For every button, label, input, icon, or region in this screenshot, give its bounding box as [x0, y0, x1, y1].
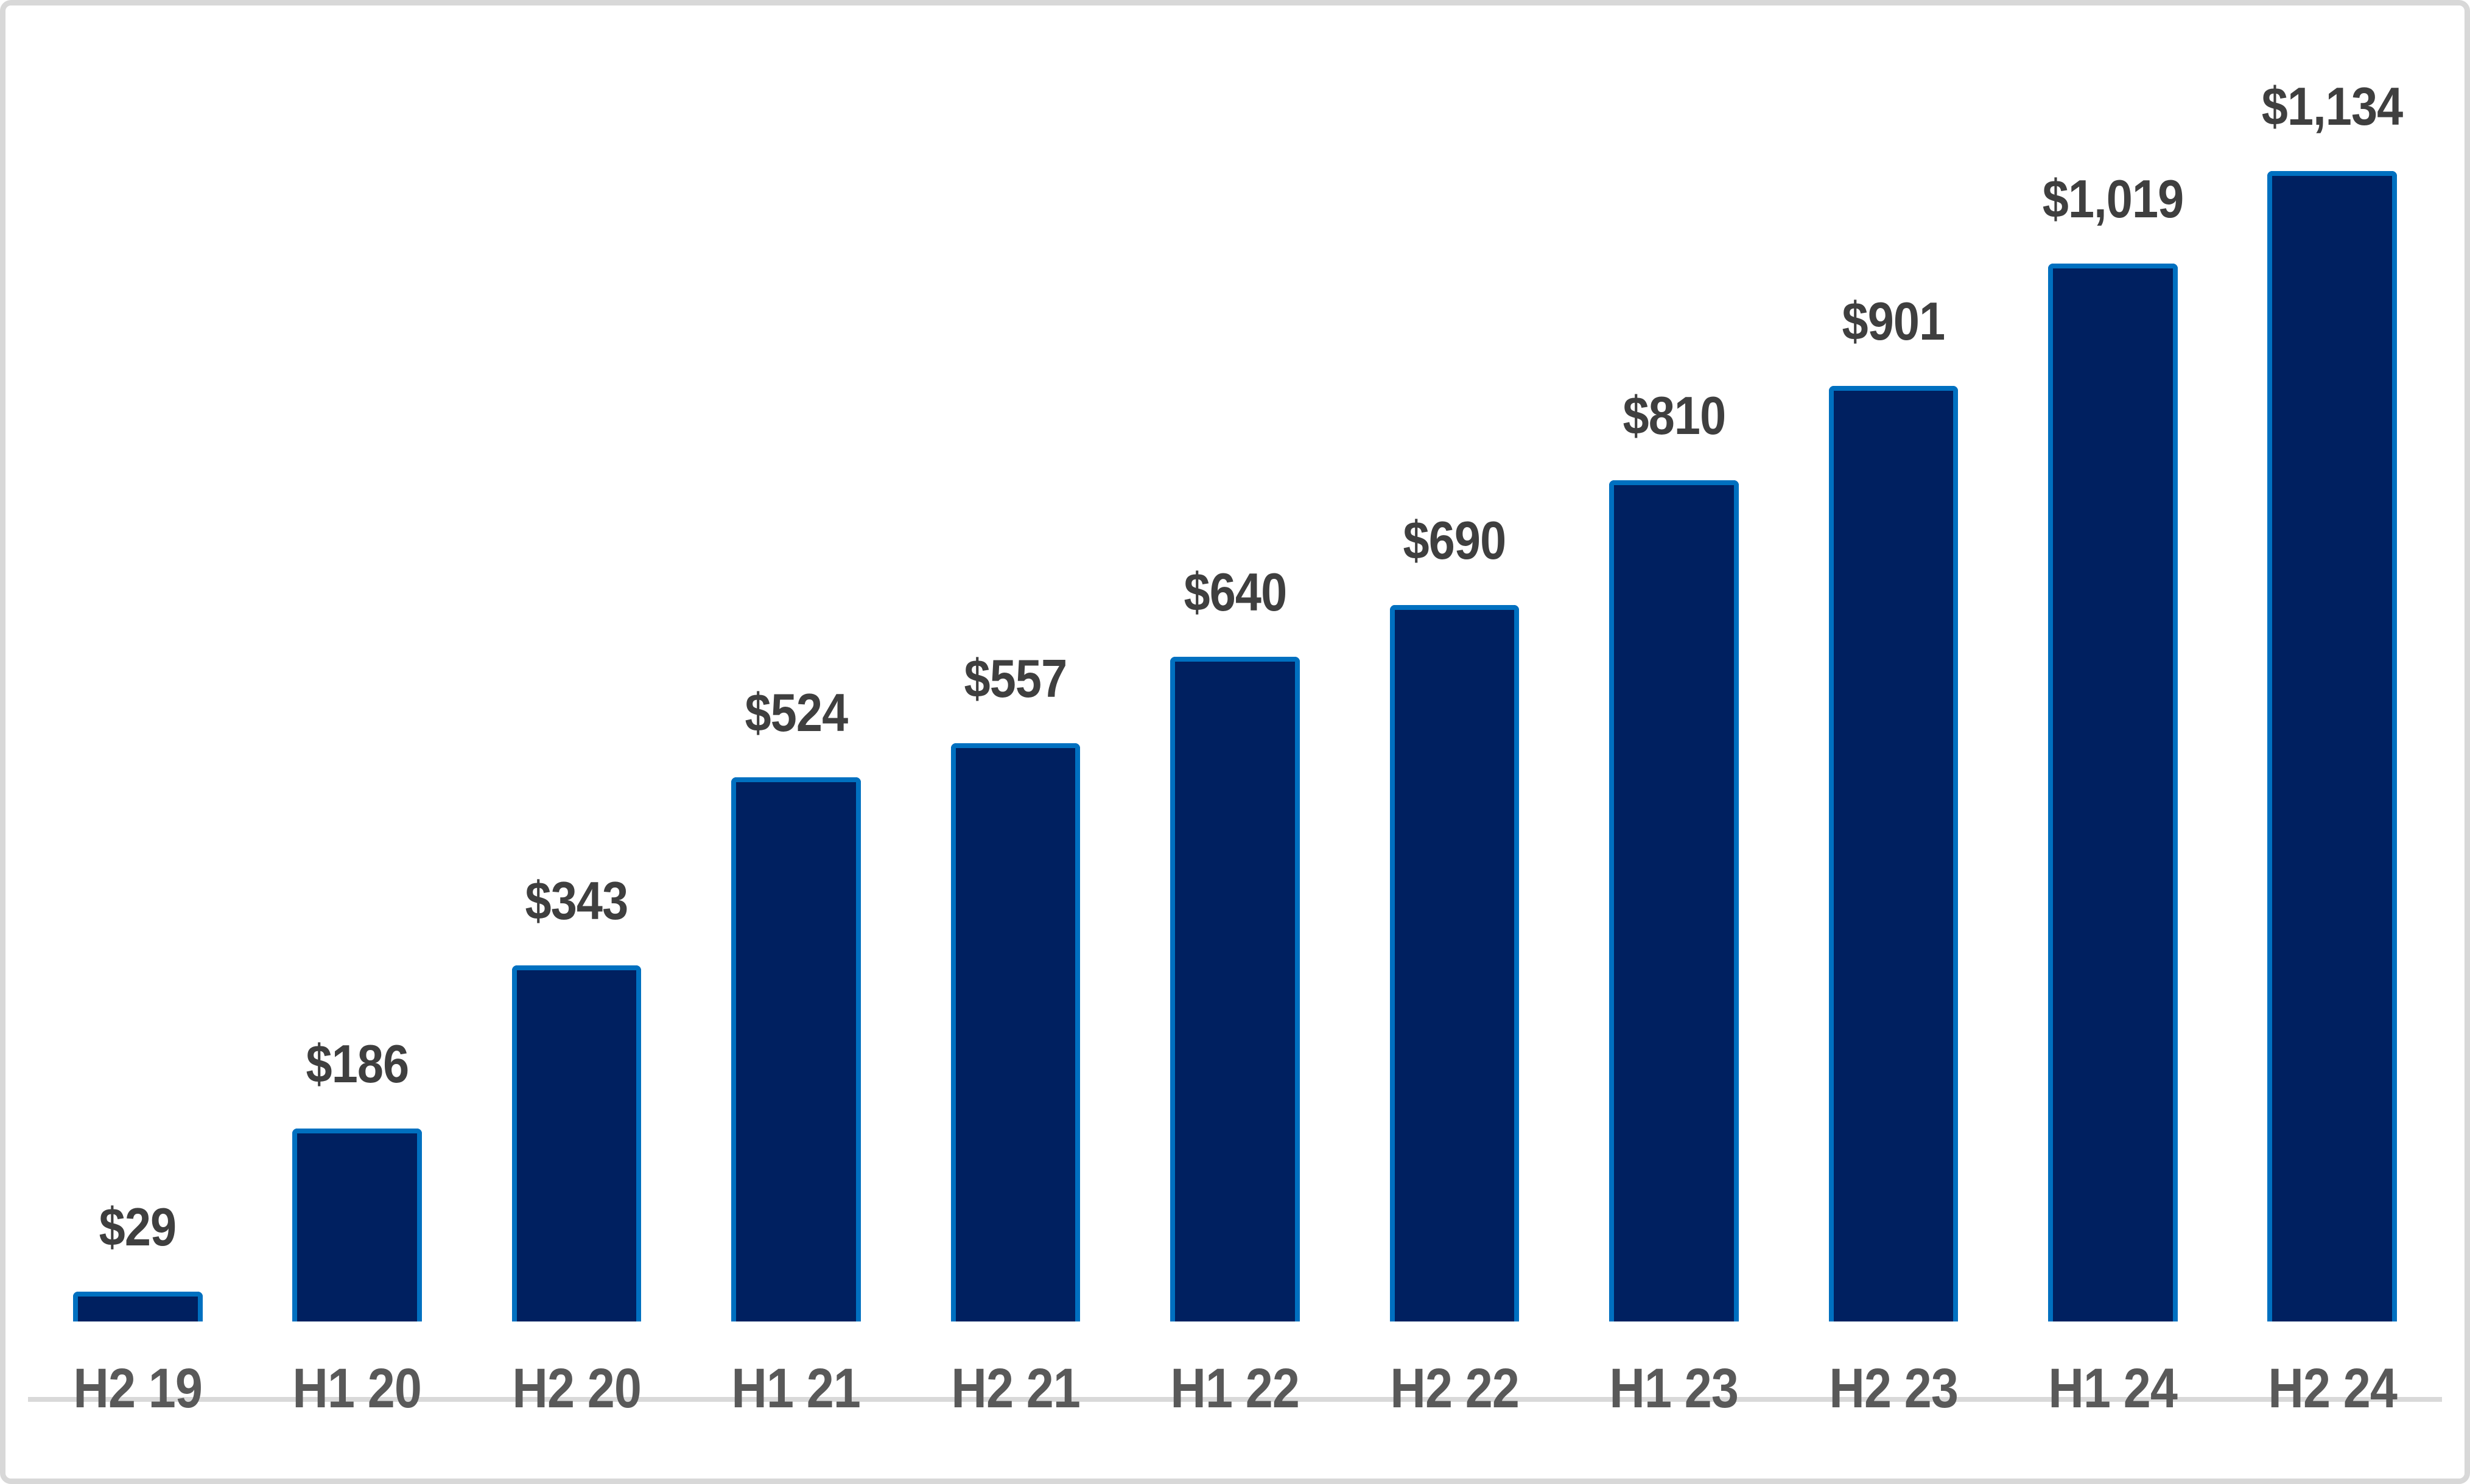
bar-value-label: $1,019 [2042, 168, 2184, 229]
bar-value-label: $810 [1623, 385, 1726, 446]
x-axis-tick-label: H1 23 [1609, 1357, 1739, 1419]
bar [1170, 657, 1300, 1321]
x-axis-tick-label: H1 20 [292, 1357, 423, 1419]
bar-group: $1,134 [2223, 75, 2442, 1321]
bar-group: $901 [1784, 75, 2003, 1321]
bar-value-label: $640 [1184, 562, 1287, 623]
bar-value-label: $557 [964, 648, 1068, 709]
bar-group: $524 [686, 75, 905, 1321]
bar [1609, 480, 1739, 1321]
bar [292, 1128, 422, 1321]
bar [2047, 263, 2178, 1321]
bar-value-label: $1,134 [2261, 76, 2403, 136]
x-axis-tick-label: H1 24 [2048, 1357, 2178, 1419]
x-axis-tick-label: H2 19 [73, 1357, 203, 1419]
bar-value-label: $690 [1403, 509, 1507, 570]
x-axis-tick-label: H2 23 [1829, 1357, 1959, 1419]
bar-group: $690 [1345, 75, 1564, 1321]
bar [1828, 386, 1959, 1321]
bar-group: $29 [28, 75, 247, 1321]
bar-value-label: $343 [525, 870, 629, 931]
bar-group: $343 [467, 75, 686, 1321]
bar-value-label: $901 [1842, 291, 1945, 352]
x-axis-tick-label: H1 22 [1170, 1357, 1300, 1419]
bar [731, 777, 861, 1321]
bar [1389, 604, 1520, 1321]
bar-group: $557 [906, 75, 1125, 1321]
bar [72, 1291, 203, 1321]
x-axis-line [28, 1397, 2442, 1402]
bar-group: $186 [247, 75, 466, 1321]
bar-group: $810 [1564, 75, 1783, 1321]
x-axis-tick-label: H2 20 [512, 1357, 642, 1419]
bars-row: $29 $186 $343 $524 $557 $640 $690 $810 $901 $1,01… [28, 75, 2442, 1321]
bar [511, 965, 642, 1321]
x-axis-tick-label: H2 24 [2267, 1357, 2398, 1419]
bar-value-label: $29 [99, 1196, 177, 1257]
bar-value-label: $186 [306, 1033, 409, 1094]
x-axis-tick-label: H2 22 [1390, 1357, 1520, 1419]
bar-value-label: $524 [745, 682, 848, 743]
x-axis-labels-row: H2 19 H1 20 H2 20 H1 21 H2 21 H1 22 H2 22 H1 23… [28, 1357, 2442, 1421]
bar [950, 743, 1081, 1321]
plot-area: $29 $186 $343 $524 $557 $640 $690 $810 $901 $1,01… [28, 75, 2442, 1402]
bar-group: $640 [1125, 75, 1344, 1321]
x-axis-tick-label: H2 21 [951, 1357, 1081, 1419]
bar [2267, 171, 2398, 1321]
x-axis-tick-label: H1 21 [731, 1357, 861, 1419]
bar-group: $1,019 [2003, 75, 2222, 1321]
